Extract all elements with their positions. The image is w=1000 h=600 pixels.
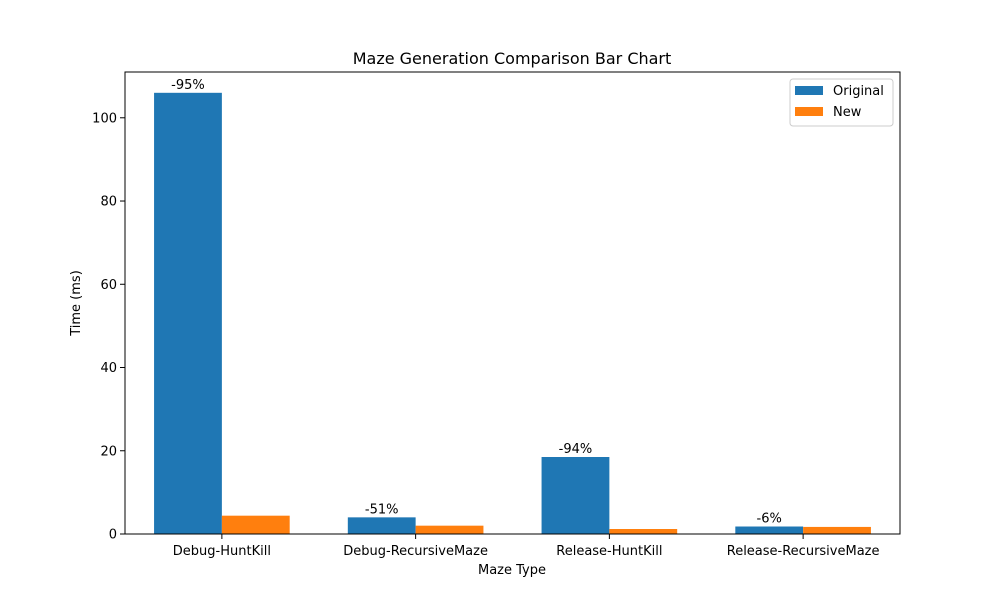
bar-annotation-2: -94% (559, 442, 593, 457)
bar-original-2 (541, 457, 610, 534)
bar-original-0 (154, 92, 222, 534)
x-axis-label: Maze Type (478, 563, 546, 578)
chart-title: Maze Generation Comparison Bar Chart (353, 49, 672, 68)
y-tick-label: 40 (100, 361, 117, 376)
legend-swatch-new (795, 107, 823, 116)
legend-label-new: New (833, 105, 862, 120)
bar-annotation-3: -6% (757, 512, 782, 527)
bar-annotation-0: -95% (171, 78, 205, 93)
x-tick-label: Debug-HuntKill (173, 544, 271, 559)
y-tick-label: 0 (109, 528, 117, 543)
bar-original-3 (735, 526, 804, 534)
bar-new-0 (221, 515, 290, 534)
bar-new-3 (803, 526, 871, 534)
x-tick-label: Release-HuntKill (556, 544, 662, 559)
legend-swatch-original (795, 86, 823, 95)
plot-area: -95% -51% -94% -6% 0 20 40 60 80 100 Debug-HuntKil… (92, 71, 901, 559)
y-tick-label: 100 (92, 111, 117, 126)
y-tick-label: 80 (100, 195, 117, 210)
y-tick-label: 20 (100, 444, 117, 459)
x-tick-label: Release-RecursiveMaze (727, 544, 880, 559)
y-axis-label: Time (ms) (69, 270, 84, 337)
bar-original-1 (347, 517, 416, 534)
y-tick-label: 60 (100, 278, 117, 293)
x-tick-label: Debug-RecursiveMaze (343, 544, 488, 559)
bar-new-2 (609, 529, 678, 534)
legend-label-original: Original (833, 84, 884, 99)
plot-frame (124, 71, 901, 535)
bar-new-1 (415, 525, 484, 534)
bar-annotation-1: -51% (365, 502, 399, 517)
legend: Original New (789, 78, 894, 127)
